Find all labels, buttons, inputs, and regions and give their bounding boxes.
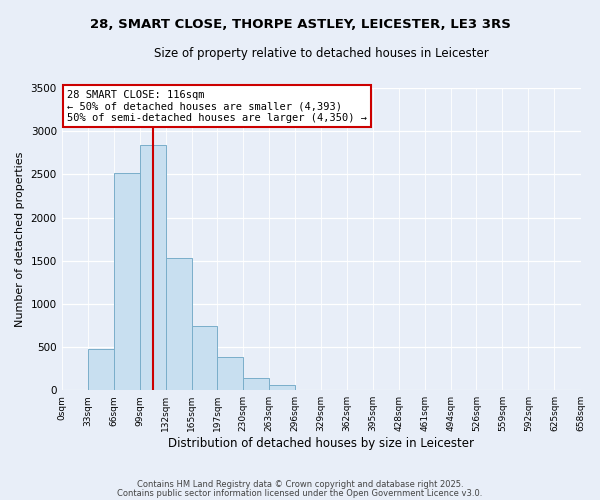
Text: Contains HM Land Registry data © Crown copyright and database right 2025.: Contains HM Land Registry data © Crown c…	[137, 480, 463, 489]
Bar	[140, 145, 166, 390]
Bar	[114, 172, 140, 390]
X-axis label: Distribution of detached houses by size in Leicester: Distribution of detached houses by size …	[168, 437, 474, 450]
Bar	[166, 258, 192, 390]
Title: Size of property relative to detached houses in Leicester: Size of property relative to detached ho…	[154, 48, 488, 60]
Bar	[217, 356, 243, 390]
Y-axis label: Number of detached properties: Number of detached properties	[15, 152, 25, 327]
Bar	[243, 378, 269, 390]
Bar	[192, 326, 217, 390]
Text: 28 SMART CLOSE: 116sqm
← 50% of detached houses are smaller (4,393)
50% of semi-: 28 SMART CLOSE: 116sqm ← 50% of detached…	[67, 90, 367, 123]
Bar	[88, 349, 114, 390]
Text: Contains public sector information licensed under the Open Government Licence v3: Contains public sector information licen…	[118, 490, 482, 498]
Bar	[269, 385, 295, 390]
Text: 28, SMART CLOSE, THORPE ASTLEY, LEICESTER, LE3 3RS: 28, SMART CLOSE, THORPE ASTLEY, LEICESTE…	[89, 18, 511, 30]
